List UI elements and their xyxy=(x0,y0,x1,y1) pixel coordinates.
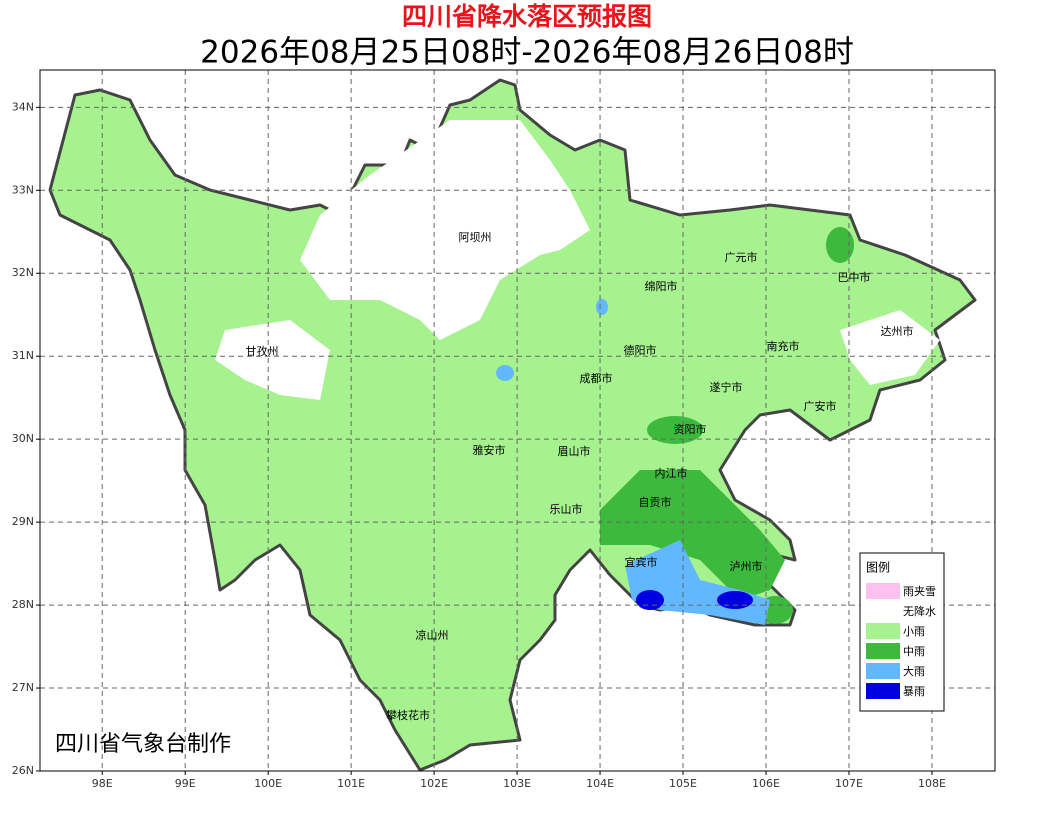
city-label: 乐山市 xyxy=(550,502,583,516)
rainstorm-area xyxy=(636,590,664,610)
y-tick-label: 27N xyxy=(12,681,34,694)
city-label: 甘孜州 xyxy=(246,344,279,358)
legend-label: 无降水 xyxy=(903,604,936,618)
city-label: 南充市 xyxy=(767,339,800,353)
y-tick-label: 34N xyxy=(12,100,34,113)
legend-label: 大雨 xyxy=(903,664,925,678)
city-label: 德阳市 xyxy=(624,343,657,357)
city-label: 绵阳市 xyxy=(645,279,678,293)
y-tick-label: 30N xyxy=(12,432,34,445)
precip-regions xyxy=(48,78,977,772)
city-label: 凉山州 xyxy=(416,628,449,642)
x-tick-label: 103E xyxy=(503,777,531,790)
legend-label: 暴雨 xyxy=(903,685,925,698)
city-label: 达州市 xyxy=(881,324,914,338)
y-tick-label: 29N xyxy=(12,515,34,528)
legend-swatch xyxy=(866,663,900,679)
x-tick-label: 104E xyxy=(586,777,614,790)
no-rain-area xyxy=(840,310,940,385)
heavy-rain-area xyxy=(596,299,608,315)
x-tick-label: 102E xyxy=(420,777,448,790)
city-label: 内江市 xyxy=(655,466,688,480)
moderate-rain-area xyxy=(600,470,785,600)
no-rain-area xyxy=(215,320,330,400)
city-label: 攀枝花市 xyxy=(386,708,430,722)
x-tick-label: 107E xyxy=(835,777,863,790)
city-label: 成都市 xyxy=(580,371,613,385)
legend-swatch xyxy=(866,623,900,639)
legend-swatch xyxy=(866,583,900,599)
x-tick-label: 101E xyxy=(337,777,365,790)
city-label: 自贡市 xyxy=(639,495,672,509)
city-label: 眉山市 xyxy=(558,444,591,458)
moderate-rain-area xyxy=(826,227,854,263)
legend-label: 雨夹雪 xyxy=(903,585,936,598)
legend-swatch xyxy=(866,683,900,699)
city-label: 遂宁市 xyxy=(710,380,743,394)
city-label: 广安市 xyxy=(804,399,837,413)
rainstorm-area xyxy=(717,591,753,609)
subtitle: 2026年08月25日08时-2026年08月26日08时 xyxy=(200,35,854,71)
y-tick-label: 32N xyxy=(12,266,34,279)
city-label: 泸州市 xyxy=(730,559,763,573)
city-label: 巴中市 xyxy=(838,270,871,284)
city-label: 广元市 xyxy=(725,250,758,264)
legend-swatch xyxy=(866,603,900,619)
city-label: 雅安市 xyxy=(473,443,506,457)
y-tick-label: 31N xyxy=(12,349,34,362)
heavy-rain-area xyxy=(496,365,514,381)
city-label: 阿坝州 xyxy=(459,230,492,244)
graticule: 98E 99E 100E 101E 102E 103E 104E 105E 106E 107E 10… xyxy=(12,70,995,790)
city-label: 资阳市 xyxy=(674,422,707,436)
x-tick-label: 106E xyxy=(752,777,780,790)
y-tick-label: 33N xyxy=(12,183,34,196)
title: 四川省降水落区预报图 xyxy=(402,2,652,31)
x-tick-label: 105E xyxy=(669,777,697,790)
y-tick-label: 26N xyxy=(12,764,34,777)
map-frame xyxy=(39,69,996,772)
y-tick-label: 28N xyxy=(12,598,34,611)
legend-swatch xyxy=(866,643,900,659)
no-rain-area xyxy=(300,120,590,340)
legend-label: 小雨 xyxy=(903,625,925,638)
x-tick-label: 98E xyxy=(92,777,113,790)
x-tick-label: 108E xyxy=(918,777,946,790)
legend-label: 中雨 xyxy=(903,645,925,658)
moderate-rain-area xyxy=(647,416,703,444)
x-tick-label: 100E xyxy=(254,777,282,790)
credit: 四川省气象台制作 xyxy=(55,732,231,757)
city-label: 宜宾市 xyxy=(625,555,658,569)
x-tick-label: 99E xyxy=(175,777,196,790)
legend-title: 图例 xyxy=(866,561,890,575)
